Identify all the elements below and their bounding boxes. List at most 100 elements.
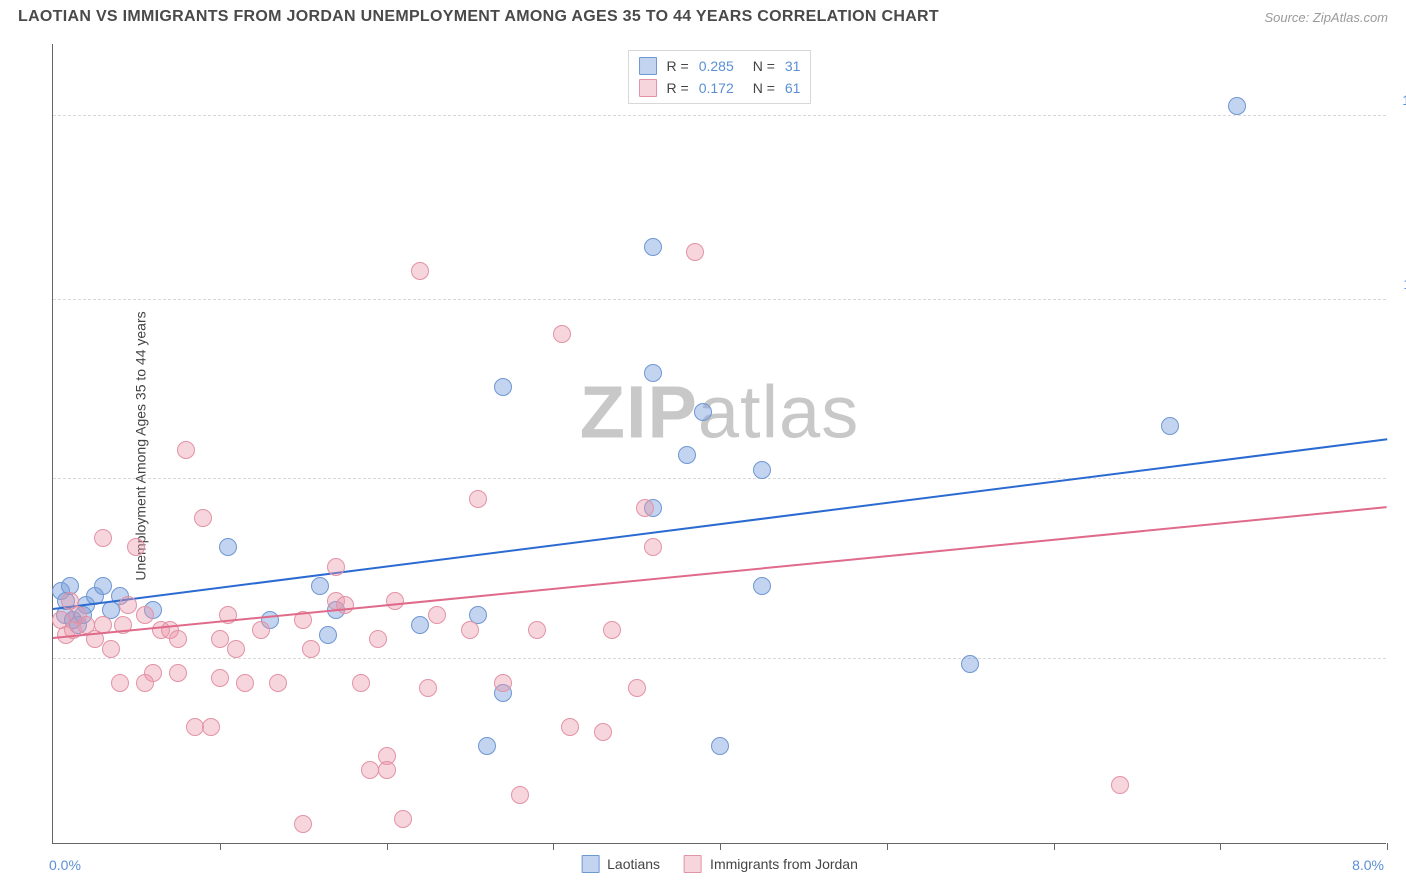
gridline [53, 299, 1386, 300]
x-tick [1220, 843, 1221, 850]
data-point [686, 243, 704, 261]
data-point [111, 674, 129, 692]
r-label: R = [667, 58, 689, 74]
data-point [528, 621, 546, 639]
data-point [202, 718, 220, 736]
data-point [211, 630, 229, 648]
n-value: 61 [785, 80, 801, 96]
data-point [694, 403, 712, 421]
data-point [411, 616, 429, 634]
legend-item: Laotians [581, 855, 660, 873]
data-point [644, 238, 662, 256]
data-point [461, 621, 479, 639]
data-point [169, 664, 187, 682]
x-tick [720, 843, 721, 850]
data-point [211, 669, 229, 687]
n-label: N = [753, 80, 775, 96]
data-point [302, 640, 320, 658]
gridline [53, 658, 1386, 659]
data-point [1111, 776, 1129, 794]
data-point [603, 621, 621, 639]
correlation-legend: R = 0.285 N = 31 R = 0.172 N = 61 [628, 50, 812, 104]
y-tick-label: 15.0% [1402, 92, 1406, 108]
gridline [53, 115, 1386, 116]
data-point [386, 592, 404, 610]
r-value: 0.285 [699, 58, 743, 74]
data-point [144, 664, 162, 682]
data-point [394, 810, 412, 828]
data-point [186, 718, 204, 736]
data-point [494, 378, 512, 396]
data-point [411, 262, 429, 280]
data-point [1161, 417, 1179, 435]
data-point [136, 606, 154, 624]
data-point [227, 640, 245, 658]
legend-item: Immigrants from Jordan [684, 855, 858, 873]
x-tick [887, 843, 888, 850]
data-point [194, 509, 212, 527]
scatter-chart: ZIPatlas R =0.285N =31R =0.172N =61 0.0%… [52, 44, 1386, 844]
data-point [269, 674, 287, 692]
r-value: 0.172 [699, 80, 743, 96]
data-point [336, 596, 354, 614]
x-tick [1054, 843, 1055, 850]
data-point [553, 325, 571, 343]
data-point [644, 364, 662, 382]
data-point [219, 538, 237, 556]
data-point [319, 626, 337, 644]
watermark: ZIPatlas [580, 369, 859, 454]
data-point [594, 723, 612, 741]
data-point [378, 761, 396, 779]
legend-swatch [581, 855, 599, 873]
data-point [94, 529, 112, 547]
series-legend: Laotians Immigrants from Jordan [581, 855, 858, 873]
data-point [311, 577, 329, 595]
x-tick [387, 843, 388, 850]
data-point [419, 679, 437, 697]
r-label: R = [667, 80, 689, 96]
data-point [561, 718, 579, 736]
n-label: N = [753, 58, 775, 74]
data-point [369, 630, 387, 648]
x-axis-min-label: 0.0% [49, 857, 81, 873]
data-point [753, 577, 771, 595]
data-point [478, 737, 496, 755]
data-point [628, 679, 646, 697]
series-name: Laotians [607, 856, 660, 872]
chart-title: LAOTIAN VS IMMIGRANTS FROM JORDAN UNEMPL… [18, 8, 939, 26]
trend-line [53, 506, 1387, 639]
x-axis-max-label: 8.0% [1352, 857, 1384, 873]
data-point [636, 499, 654, 517]
data-point [644, 538, 662, 556]
data-point [294, 815, 312, 833]
n-value: 31 [785, 58, 801, 74]
trend-line [53, 439, 1387, 611]
data-point [511, 786, 529, 804]
data-point [327, 558, 345, 576]
data-point [102, 640, 120, 658]
data-point [753, 461, 771, 479]
legend-swatch [639, 57, 657, 75]
x-tick [1387, 843, 1388, 850]
gridline [53, 478, 1386, 479]
legend-row: R = 0.172 N = 61 [639, 77, 801, 99]
legend-swatch [639, 79, 657, 97]
data-point [428, 606, 446, 624]
data-point [127, 538, 145, 556]
data-point [711, 737, 729, 755]
data-point [961, 655, 979, 673]
data-point [169, 630, 187, 648]
data-point [352, 674, 370, 692]
legend-row: R = 0.285 N = 31 [639, 55, 801, 77]
data-point [119, 596, 137, 614]
data-point [678, 446, 696, 464]
legend-swatch [684, 855, 702, 873]
data-point [469, 490, 487, 508]
data-point [1228, 97, 1246, 115]
source-attribution: Source: ZipAtlas.com [1264, 10, 1388, 25]
data-point [177, 441, 195, 459]
data-point [252, 621, 270, 639]
data-point [494, 674, 512, 692]
x-tick [220, 843, 221, 850]
series-name: Immigrants from Jordan [710, 856, 858, 872]
